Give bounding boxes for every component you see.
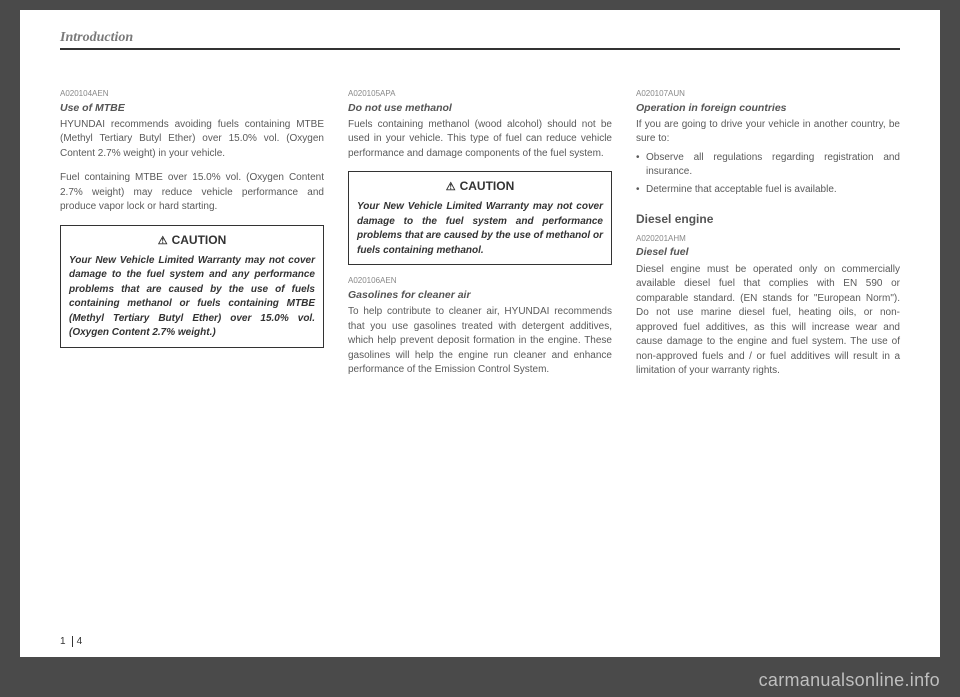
caution-body: Your New Vehicle Limited Warranty may no… (69, 254, 315, 341)
body-text: Diesel engine must be operated only on c… (636, 263, 900, 379)
manual-page: Introduction A020104AEN Use of MTBE HYUN… (20, 10, 940, 657)
caution-box: ⚠ CAUTION Your New Vehicle Limited Warran… (348, 171, 612, 265)
body-text: To help contribute to cleaner air, HYUND… (348, 305, 612, 378)
chapter-number: 1 (60, 636, 73, 647)
subheading-mtbe: Use of MTBE (60, 101, 324, 116)
page-index: 4 (77, 636, 83, 647)
subheading-foreign: Operation in foreign countries (636, 101, 900, 116)
caution-box: ⚠ CAUTION Your New Vehicle Limited Warran… (60, 225, 324, 348)
subheading-cleaner-air: Gasolines for cleaner air (348, 288, 612, 303)
section-heading-diesel: Diesel engine (636, 211, 900, 228)
watermark: carmanualsonline.info (759, 670, 940, 691)
caution-title: ⚠ CAUTION (357, 178, 603, 196)
code-label: A020107AUN (636, 88, 900, 100)
caution-label: CAUTION (460, 179, 515, 193)
body-text: Fuel containing MTBE over 15.0% vol. (Ox… (60, 171, 324, 215)
list-item: Determine that acceptable fuel is availa… (636, 183, 900, 198)
subheading-methanol: Do not use methanol (348, 101, 612, 116)
column-2: A020105APA Do not use methanol Fuels con… (348, 88, 612, 389)
code-label: A020105APA (348, 88, 612, 100)
code-label: A020106AEN (348, 275, 612, 287)
body-text: HYUNDAI recommends avoiding fuels contai… (60, 118, 324, 162)
content-columns: A020104AEN Use of MTBE HYUNDAI recommend… (60, 88, 900, 389)
page-number: 14 (60, 636, 82, 647)
column-3: A020107AUN Operation in foreign countrie… (636, 88, 900, 389)
list-item: Observe all regulations regarding regist… (636, 151, 900, 180)
subheading-diesel-fuel: Diesel fuel (636, 245, 900, 260)
caution-title: ⚠ CAUTION (69, 232, 315, 250)
body-text: Fuels containing methanol (wood alcohol)… (348, 118, 612, 162)
code-label: A020201AHM (636, 233, 900, 245)
bullet-list: Observe all regulations regarding regist… (636, 151, 900, 198)
column-1: A020104AEN Use of MTBE HYUNDAI recommend… (60, 88, 324, 389)
caution-label: CAUTION (172, 233, 227, 247)
warning-icon: ⚠ (446, 181, 456, 193)
page-header: Introduction (60, 30, 900, 50)
warning-icon: ⚠ (158, 235, 168, 247)
caution-body: Your New Vehicle Limited Warranty may no… (357, 200, 603, 258)
code-label: A020104AEN (60, 88, 324, 100)
body-text: If you are going to drive your vehicle i… (636, 118, 900, 147)
